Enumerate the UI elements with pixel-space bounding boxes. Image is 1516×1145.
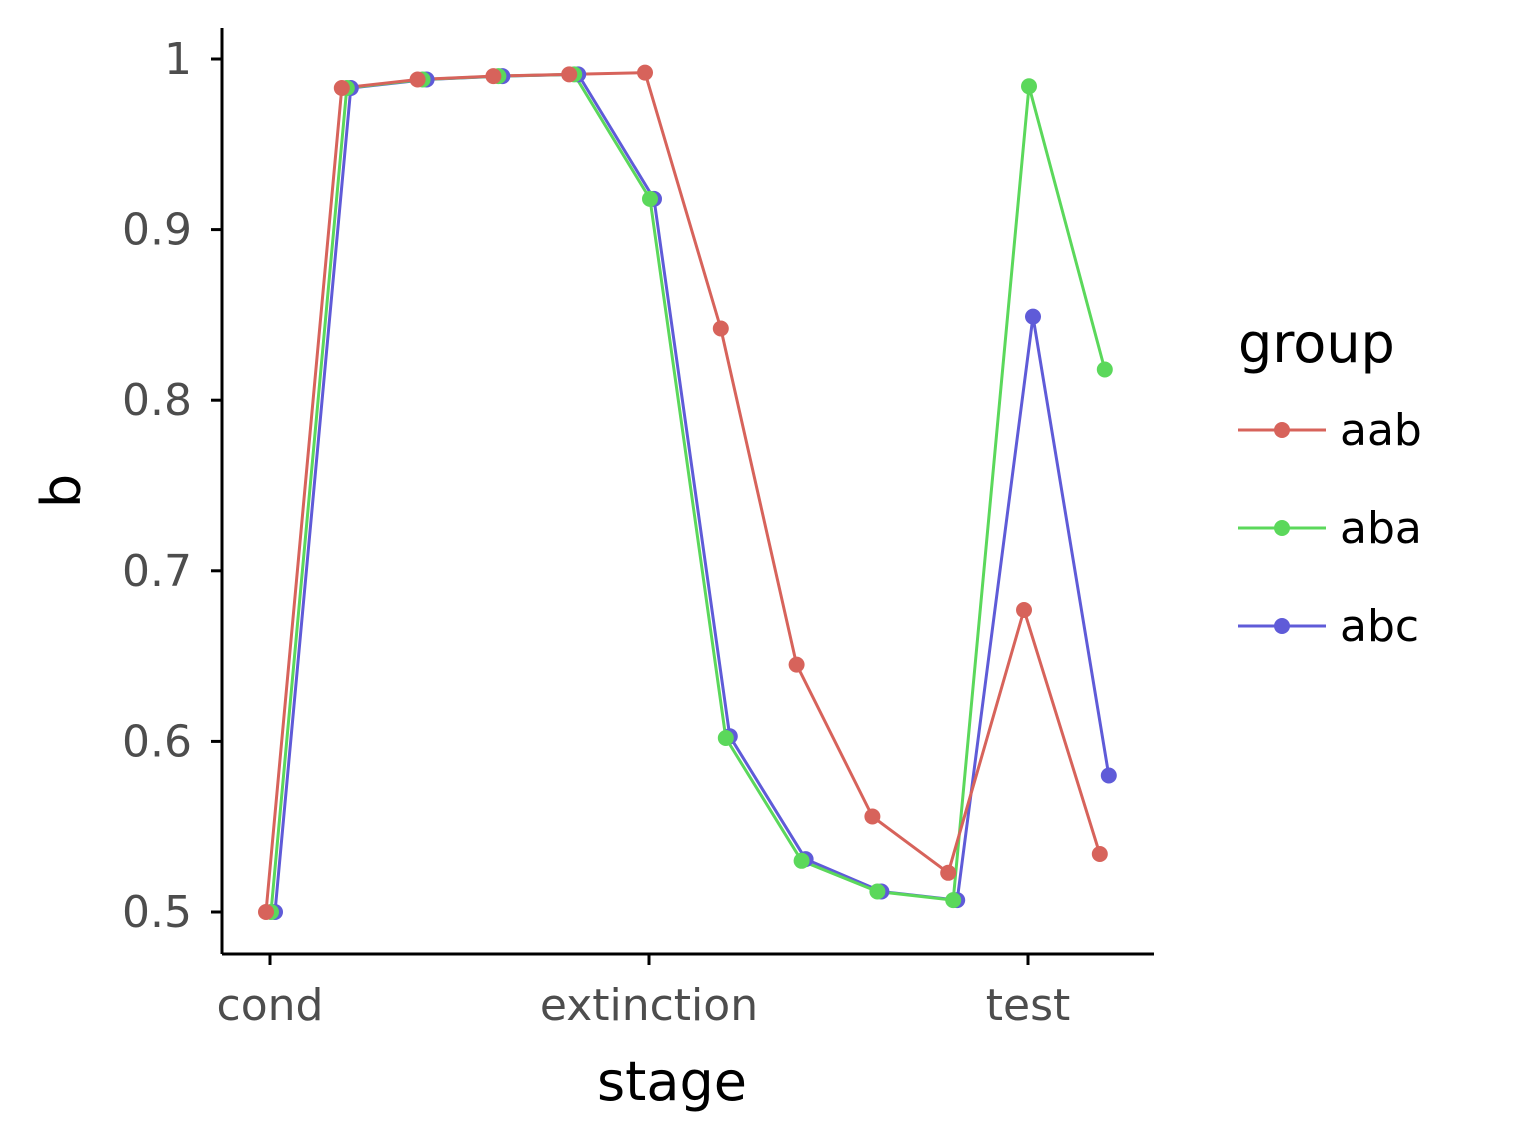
legend-label: aab [1340, 405, 1422, 456]
x-axis-title: stage [597, 1050, 747, 1113]
data-point-aab [258, 904, 274, 920]
legend-key-point [1274, 520, 1290, 536]
x-tick-label: extinction [540, 980, 758, 1031]
y-ticks: 0.5 0.6 0.7 0.8 0.9 1 [122, 34, 222, 938]
data-point-aab [1091, 846, 1108, 862]
y-tick-label: 0.7 [122, 546, 192, 597]
data-point-aab [864, 808, 881, 825]
data-point-aba [1021, 78, 1037, 95]
y-tick-label: 0.8 [122, 375, 192, 426]
legend-item-abc: abc [1238, 601, 1419, 652]
legend-key-point [1274, 422, 1290, 438]
series-line-aba [269, 72, 1107, 913]
data-point-aab [788, 656, 805, 673]
data-point-aab [333, 80, 350, 96]
legend: group aab aba abc [1238, 312, 1422, 652]
data-point-aab [712, 320, 729, 337]
data-point-aba [945, 892, 962, 909]
x-tick-label: cond [217, 980, 324, 1031]
x-ticks: cond extinction test [217, 954, 1071, 1031]
data-point-aba [793, 852, 810, 869]
data-point-aba [717, 730, 734, 746]
data-point-aba [869, 883, 886, 900]
legend-item-aba: aba [1238, 503, 1422, 554]
data-point-aab [637, 64, 653, 81]
data-point-aba [1096, 361, 1113, 378]
data-point-aab [940, 864, 957, 881]
y-tick-label: 1 [164, 34, 192, 85]
x-tick-label: test [986, 980, 1071, 1031]
legend-key-point [1274, 618, 1290, 634]
data-point-aab [561, 66, 578, 83]
y-tick-label: 0.9 [122, 205, 192, 256]
y-tick-label: 0.6 [122, 716, 192, 767]
legend-title: group [1238, 312, 1395, 375]
data-point-abc [1100, 767, 1117, 784]
axes: 0.5 0.6 0.7 0.8 0.9 1 cond extinction test [122, 28, 1154, 1031]
y-axis-title: b [30, 474, 93, 508]
data-point-aab [485, 68, 502, 85]
data-point-abc [1025, 308, 1041, 325]
legend-label: aba [1340, 503, 1422, 554]
series-line-aab [264, 71, 1102, 913]
y-tick-label: 0.5 [122, 887, 192, 938]
data-point-aab [409, 71, 426, 88]
data-point-aab [1016, 602, 1032, 618]
plot-area [258, 64, 1117, 920]
legend-label: abc [1340, 601, 1419, 652]
data-point-aba [642, 190, 658, 207]
legend-item-aab: aab [1238, 405, 1422, 456]
